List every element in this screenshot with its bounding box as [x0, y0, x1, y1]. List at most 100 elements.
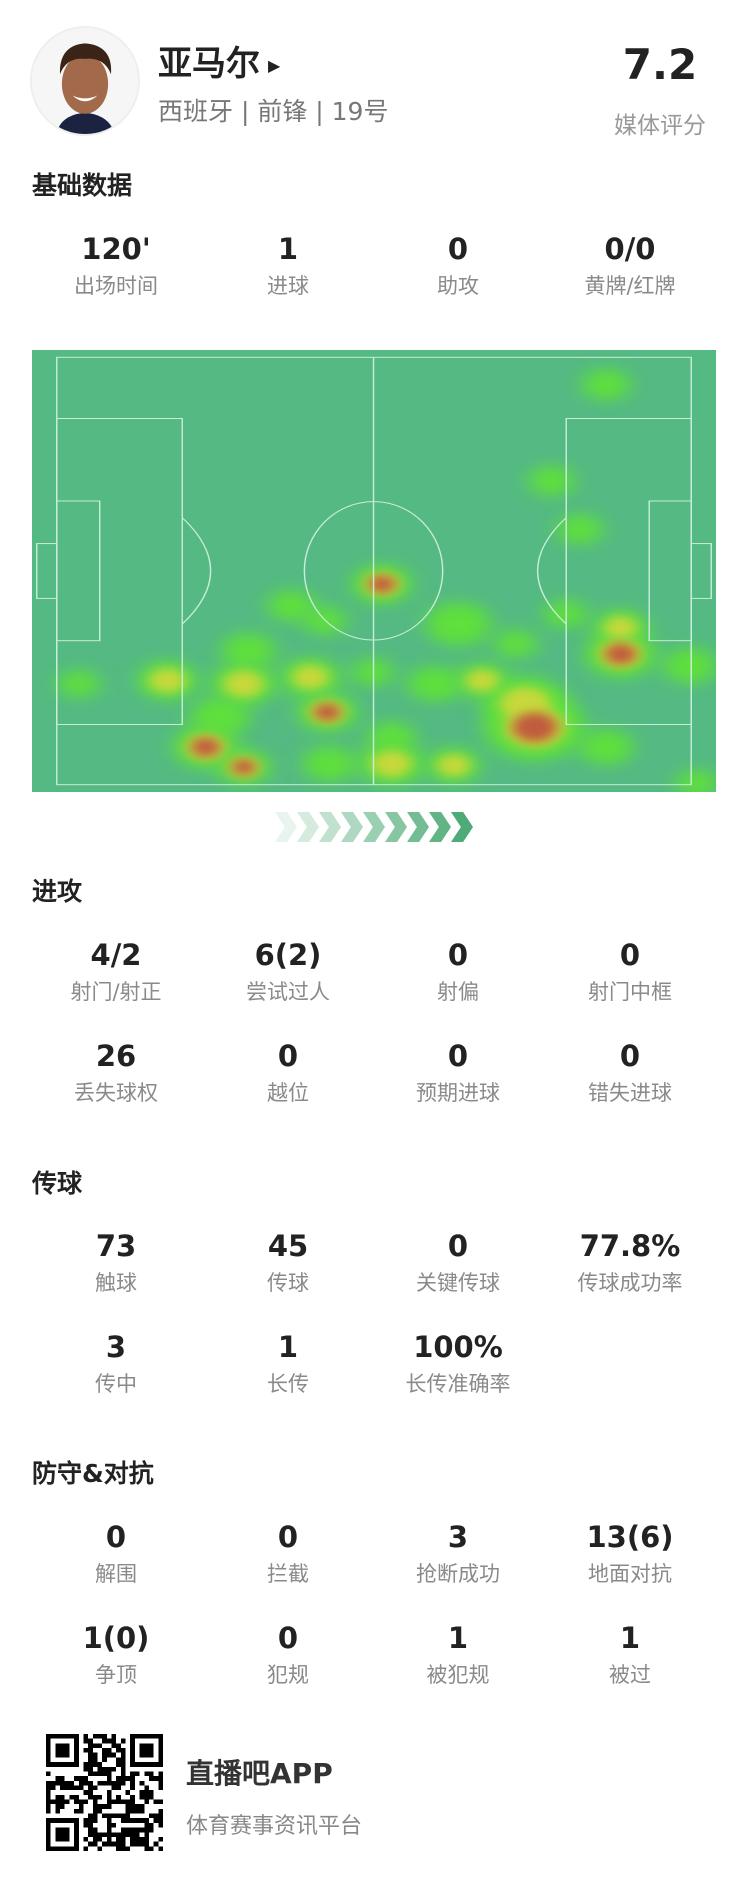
stat-value: 77.8%: [579, 1229, 681, 1263]
stat-defense-4: 1(0) 争顶: [31, 1621, 201, 1689]
stat-value: 0: [447, 1039, 469, 1073]
stat-value: 0: [447, 1229, 469, 1263]
stat-passing-6: 100% 长传准确率: [373, 1330, 543, 1398]
attack-direction-arrows: [275, 812, 473, 842]
stat-label: 传球: [267, 1271, 309, 1295]
stat-value: 0: [619, 938, 641, 972]
stat-attack-7: 0 错失进球: [545, 1039, 715, 1107]
rating-value: 7.2: [622, 40, 698, 89]
section-title-basic: 基础数据: [32, 171, 133, 200]
stat-label: 射门/射正: [70, 980, 162, 1004]
chevron-right-icon: [319, 812, 341, 842]
stat-basic-0: 120' 出场时间: [31, 232, 201, 300]
heat-spot: [407, 666, 462, 702]
rating-label: 媒体评分: [614, 113, 706, 139]
heat-spot-mid: [224, 670, 264, 697]
stat-defense-7: 1 被过: [545, 1621, 715, 1689]
stat-value: 0: [277, 1520, 299, 1554]
stat-basic-2: 0 助攻: [373, 232, 543, 300]
stat-attack-4: 26 丢失球权: [31, 1039, 201, 1107]
stat-value: 4/2: [90, 938, 142, 972]
stat-value: 1: [619, 1621, 641, 1655]
stat-label: 助攻: [437, 274, 479, 298]
stat-label: 越位: [267, 1081, 309, 1105]
stat-value: 13(6): [586, 1520, 674, 1554]
heat-spot: [557, 514, 603, 545]
stat-label: 出场时间: [74, 274, 158, 298]
heat-spot-mid: [371, 750, 412, 777]
heat-spot-hot: [231, 759, 256, 775]
stat-defense-6: 1 被犯规: [373, 1621, 543, 1689]
player-name[interactable]: 亚马尔 ▶: [158, 36, 280, 85]
stat-label: 错失进球: [588, 1081, 672, 1105]
heat-spot: [494, 629, 538, 659]
stat-label: 射偏: [437, 980, 479, 1004]
stat-label: 尝试过人: [246, 980, 330, 1004]
heat-spot: [528, 466, 575, 497]
section-title-passing: 传球: [32, 1169, 83, 1198]
heat-spot: [579, 729, 634, 765]
stat-basic-3: 0/0 黄牌/红牌: [545, 232, 715, 300]
stat-value: 0: [447, 938, 469, 972]
stat-value: 0: [277, 1621, 299, 1655]
heat-spot: [267, 589, 316, 622]
stat-value: 1(0): [82, 1621, 150, 1655]
stat-value: 100%: [413, 1330, 503, 1364]
heat-spot-mid: [466, 669, 499, 692]
stat-value: 0: [105, 1520, 127, 1554]
caret-right-icon: ▶: [268, 56, 281, 75]
heat-spot-hot: [191, 737, 221, 757]
stat-label: 争顶: [95, 1663, 137, 1687]
stat-label: 长传准确率: [405, 1372, 511, 1396]
chevron-right-icon: [363, 812, 385, 842]
stat-value: 120': [81, 232, 151, 266]
stat-label: 传球成功率: [577, 1271, 683, 1295]
stat-value: 73: [95, 1229, 137, 1263]
stat-value: 3: [105, 1330, 127, 1364]
heat-spot: [582, 368, 631, 401]
heat-spot-mid: [149, 668, 186, 693]
heat-spot-mid: [604, 616, 637, 639]
heat-spot: [425, 602, 492, 646]
stat-attack-1: 6(2) 尝试过人: [203, 938, 373, 1006]
heat-spot: [302, 745, 357, 782]
stat-label: 射门中框: [588, 980, 672, 1004]
heatmap: [36, 356, 716, 792]
heat-spot: [190, 697, 250, 737]
chevron-right-icon: [341, 812, 363, 842]
stat-label: 黄牌/红牌: [584, 274, 676, 298]
stat-value: 0/0: [604, 232, 656, 266]
stat-label: 丢失球权: [74, 1081, 158, 1105]
stat-label: 被过: [609, 1663, 651, 1687]
stat-label: 被犯规: [426, 1663, 490, 1687]
stat-defense-3: 13(6) 地面对抗: [545, 1520, 715, 1588]
heat-spot: [662, 647, 716, 684]
heat-spot: [367, 721, 416, 753]
stat-passing-4: 3 传中: [31, 1330, 201, 1398]
stat-label: 进球: [267, 274, 309, 298]
chevron-right-icon: [297, 812, 319, 842]
section-title-defense: 防守&对抗: [32, 1459, 154, 1488]
player-avatar[interactable]: [30, 26, 140, 136]
heat-spot-mid: [500, 687, 551, 721]
chevron-right-icon: [407, 812, 429, 842]
stat-value: 26: [95, 1039, 137, 1073]
player-info: 西班牙 | 前锋 | 19号: [158, 97, 389, 126]
stat-value: 0: [277, 1039, 299, 1073]
heat-spot-mid: [292, 665, 329, 690]
stat-value: 45: [267, 1229, 309, 1263]
stat-attack-3: 0 射门中框: [545, 938, 715, 1006]
stat-label: 拦截: [267, 1562, 309, 1586]
stat-attack-6: 0 预期进球: [373, 1039, 543, 1107]
stat-defense-5: 0 犯规: [203, 1621, 373, 1689]
app-name: 直播吧APP: [186, 1757, 333, 1790]
heat-spot: [351, 658, 394, 687]
heat-spot: [676, 769, 716, 792]
chevron-right-icon: [429, 812, 451, 842]
heat-spot-hot: [512, 712, 558, 742]
heat-spot: [58, 670, 101, 698]
chevron-right-icon: [385, 812, 407, 842]
pitch-lines: [36, 356, 712, 786]
stat-passing-5: 1 长传: [203, 1330, 373, 1398]
stat-label: 长传: [267, 1372, 309, 1396]
